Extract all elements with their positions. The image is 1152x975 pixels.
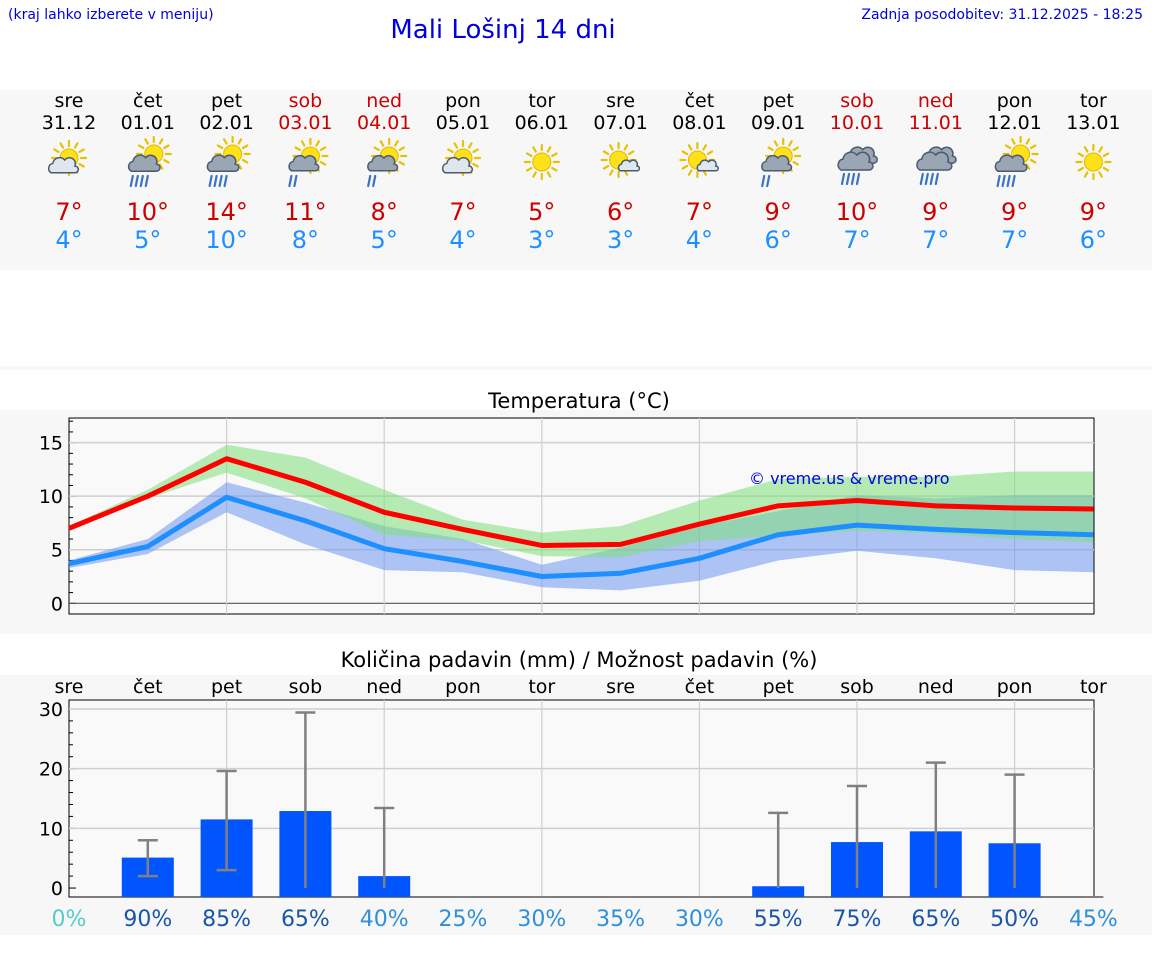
page-title: Mali Lošinj 14 dni [390,15,616,45]
location-hint: (kraj lahko izberete v meniju) [8,7,214,23]
temperature-panel [0,410,1152,634]
precipitation-panel [0,675,1152,935]
divider [0,366,1152,370]
forecast-panel [0,90,1152,270]
precip-title: Količina padavin (mm) / Možnost padavin … [341,648,818,672]
last-update: Zadnja posodobitev: 31.12.2025 - 18:25 [861,7,1143,23]
